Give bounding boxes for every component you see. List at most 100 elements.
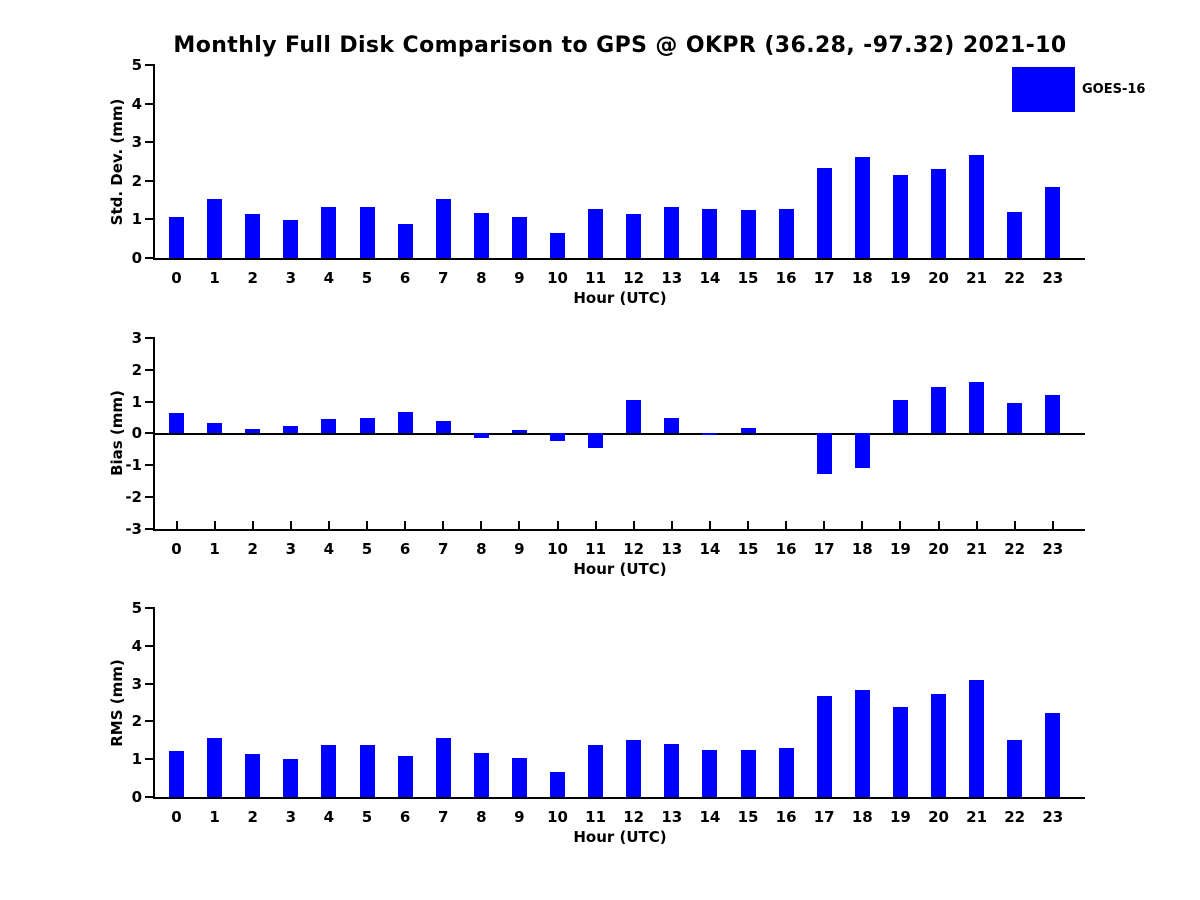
x-tick [708,520,711,529]
x-axis-spine [153,258,1085,260]
x-tick [556,520,559,529]
x-tick-label: 7 [437,539,449,558]
bar-hour-3 [283,759,299,797]
x-tick [975,520,978,529]
x-tick-label: 21 [966,269,988,287]
bar-hour-22 [1007,212,1023,258]
y-tick-label: -3 [125,519,142,538]
bar-hour-7 [435,420,451,434]
y-tick [145,64,155,66]
y-tick [145,400,155,403]
bar-hour-18 [854,690,870,797]
bar-hour-22 [1007,740,1023,797]
x-tick [785,520,788,529]
x-tick-label: 21 [966,808,988,826]
legend-label: GOES-16 [1082,82,1146,97]
bar-hour-10 [550,433,565,441]
bar-hour-19 [892,175,908,258]
x-tick-label: 3 [285,539,297,558]
bar-hour-1 [207,199,223,258]
x-tick-label: 3 [285,808,297,826]
bar-hour-9 [511,757,527,797]
x-tick-label: 16 [775,808,797,826]
x-tick-label: 19 [889,808,911,826]
x-tick-label: 10 [547,539,568,558]
x-tick-label: 16 [775,269,797,287]
x-tick-label: 15 [737,269,759,287]
x-tick-label: 4 [323,808,335,826]
bar-hour-6 [397,224,413,258]
bar-hour-5 [359,207,375,258]
bar-hour-13 [664,207,680,258]
bar-hour-11 [588,208,604,258]
bar-hour-8 [473,213,489,258]
x-tick-label: 4 [323,269,335,287]
y-tick [145,644,155,647]
x-tick-label: 9 [514,539,525,558]
x-tick [289,520,292,529]
x-tick-label: 14 [699,539,721,558]
x-tick-label: 11 [585,808,607,826]
y-axis-spine [153,608,155,799]
bar-hour-14 [702,433,718,436]
x-tick-label: 21 [966,539,988,558]
y-tick [145,432,155,435]
x-tick-label: 7 [437,269,449,287]
x-tick-label: 2 [247,269,258,287]
y-tick [145,796,155,798]
y-tick [145,527,155,530]
y-axis-label: RMS (mm) [108,658,126,747]
bar-hour-2 [245,214,261,258]
x-tick-label: 11 [585,539,607,558]
x-tick-label: 22 [1004,808,1026,826]
y-tick-label: 5 [131,599,142,617]
y-tick-label: 1 [131,750,142,769]
y-tick-label: 3 [131,133,142,152]
bar-hour-4 [321,418,337,434]
x-tick-label: 0 [171,808,182,826]
x-tick-label: 14 [699,269,721,287]
x-tick-label: 1 [209,539,220,558]
y-tick [145,257,155,259]
x-tick [480,520,483,529]
x-axis-label: Hour (UTC) [573,828,667,846]
bar-hour-3 [283,425,299,434]
bar-hour-11 [588,433,604,449]
x-tick-label: 0 [171,269,182,287]
x-tick-label: 2 [247,539,258,558]
bar-hour-0 [169,412,184,434]
bar-hour-7 [435,738,451,797]
x-tick-label: 13 [661,539,683,558]
x-tick-label: 5 [361,539,373,558]
bar-hour-16 [778,748,794,797]
x-tick-label: 10 [547,269,568,287]
bar-hour-2 [245,753,261,797]
bar-hour-15 [740,210,756,258]
y-tick [145,720,155,723]
x-tick-label: 3 [285,269,297,287]
y-tick-label: 2 [131,171,142,190]
x-tick-label: 23 [1042,269,1064,287]
bar-hour-4 [321,745,337,797]
bar-hour-20 [931,168,946,258]
x-tick-label: 22 [1004,269,1026,287]
x-tick-label: 12 [623,808,645,826]
x-tick-label: 5 [361,808,373,826]
x-axis-label: Hour (UTC) [573,559,667,578]
x-tick [861,520,864,529]
bar-hour-13 [664,417,680,434]
bar-hour-23 [1045,395,1061,434]
x-tick [632,520,635,529]
x-tick-label: 22 [1004,539,1026,558]
y-tick-label: 4 [131,636,142,655]
x-tick-label: 9 [514,808,525,826]
y-tick [145,141,155,144]
x-tick-label: 18 [851,269,873,287]
y-tick-label: 0 [131,249,142,267]
x-tick-label: 8 [476,269,487,287]
x-tick [1013,520,1016,529]
y-tick [145,682,155,685]
x-tick [175,520,178,529]
x-tick-label: 23 [1042,808,1064,826]
